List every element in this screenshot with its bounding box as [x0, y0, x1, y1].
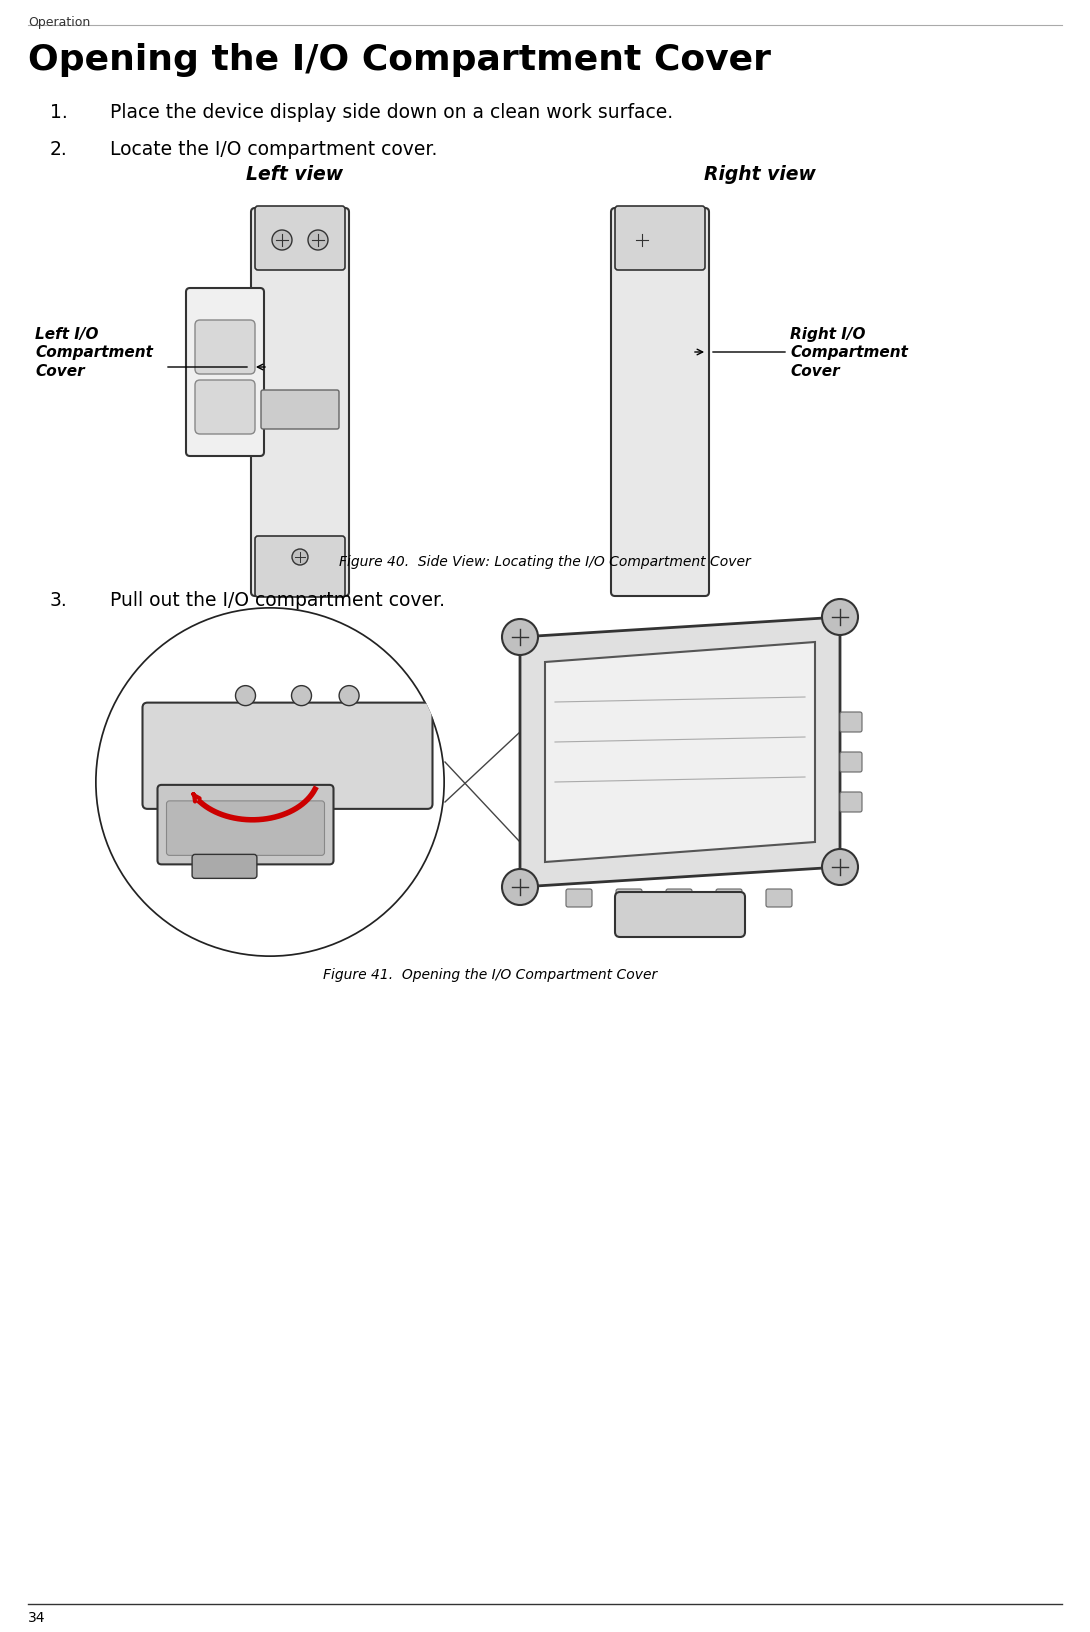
Circle shape — [668, 230, 688, 251]
Polygon shape — [520, 617, 840, 888]
Circle shape — [308, 230, 328, 251]
Circle shape — [652, 550, 668, 566]
FancyBboxPatch shape — [167, 801, 325, 855]
FancyBboxPatch shape — [840, 713, 862, 733]
Circle shape — [95, 607, 445, 958]
Circle shape — [502, 620, 538, 656]
Text: Right I/O
Compartment
Cover: Right I/O Compartment Cover — [790, 326, 908, 379]
Text: Left view: Left view — [246, 165, 343, 184]
FancyBboxPatch shape — [840, 793, 862, 813]
Text: Pull out the I/O compartment cover.: Pull out the I/O compartment cover. — [110, 591, 445, 610]
FancyBboxPatch shape — [615, 893, 744, 937]
FancyBboxPatch shape — [255, 537, 346, 597]
FancyBboxPatch shape — [566, 889, 592, 907]
Circle shape — [272, 230, 292, 251]
Text: 2.: 2. — [50, 140, 68, 158]
Circle shape — [292, 550, 308, 566]
Text: Place the device display side down on a clean work surface.: Place the device display side down on a … — [110, 103, 674, 122]
Text: 1.: 1. — [50, 103, 68, 122]
FancyBboxPatch shape — [615, 537, 705, 597]
Text: Figure 41.  Opening the I/O Compartment Cover: Figure 41. Opening the I/O Compartment C… — [323, 968, 657, 981]
Text: Left I/O
Compartment
Cover: Left I/O Compartment Cover — [35, 326, 153, 379]
FancyBboxPatch shape — [619, 408, 701, 437]
FancyBboxPatch shape — [716, 889, 742, 907]
Text: Figure 40.  Side View: Locating the I/O Compartment Cover: Figure 40. Side View: Locating the I/O C… — [339, 555, 751, 568]
FancyBboxPatch shape — [186, 289, 264, 457]
FancyBboxPatch shape — [697, 374, 770, 486]
FancyBboxPatch shape — [157, 785, 334, 865]
FancyBboxPatch shape — [666, 889, 692, 907]
FancyBboxPatch shape — [261, 390, 339, 429]
Circle shape — [822, 599, 858, 635]
FancyBboxPatch shape — [143, 703, 433, 809]
Text: Operation: Operation — [28, 16, 90, 29]
FancyBboxPatch shape — [192, 855, 257, 880]
Circle shape — [822, 850, 858, 886]
Circle shape — [502, 870, 538, 906]
FancyBboxPatch shape — [710, 426, 755, 450]
FancyBboxPatch shape — [697, 499, 753, 561]
FancyBboxPatch shape — [615, 207, 705, 271]
Circle shape — [235, 685, 255, 707]
FancyBboxPatch shape — [616, 889, 642, 907]
Text: Opening the I/O Compartment Cover: Opening the I/O Compartment Cover — [28, 42, 771, 77]
FancyBboxPatch shape — [619, 308, 701, 336]
FancyBboxPatch shape — [611, 209, 708, 597]
Circle shape — [711, 517, 738, 545]
Circle shape — [632, 230, 652, 251]
Circle shape — [291, 685, 312, 707]
Text: 3.: 3. — [50, 591, 68, 610]
FancyBboxPatch shape — [840, 752, 862, 772]
Text: Locate the I/O compartment cover.: Locate the I/O compartment cover. — [110, 140, 437, 158]
FancyBboxPatch shape — [619, 359, 701, 387]
Text: 34: 34 — [28, 1611, 46, 1624]
Polygon shape — [545, 643, 815, 862]
FancyBboxPatch shape — [195, 322, 255, 375]
FancyBboxPatch shape — [195, 380, 255, 434]
FancyBboxPatch shape — [251, 209, 349, 597]
FancyBboxPatch shape — [766, 889, 792, 907]
Text: Right view: Right view — [704, 165, 816, 184]
Circle shape — [339, 685, 359, 707]
FancyBboxPatch shape — [619, 459, 701, 486]
FancyBboxPatch shape — [255, 207, 346, 271]
